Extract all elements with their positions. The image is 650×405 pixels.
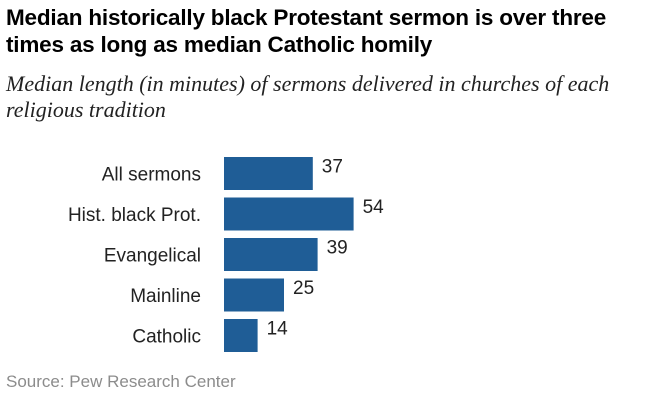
bar-mainline (224, 278, 284, 312)
bars-group (224, 157, 354, 352)
value-label-all-sermons: 37 (322, 157, 343, 178)
value-label-evangelical: 39 (327, 238, 348, 259)
value-label-mainline: 25 (293, 278, 314, 299)
bar-evangelical (224, 238, 318, 271)
chart-subtitle: Median length (in minutes) of sermons de… (6, 71, 610, 122)
value-label-hist-black-prot: 54 (363, 197, 385, 218)
category-label-catholic: Catholic (132, 327, 201, 348)
chart-title: Median historically black Protestant ser… (6, 5, 607, 57)
bar-all-sermons (224, 157, 313, 190)
bar-catholic (224, 319, 258, 352)
category-labels-group: All sermons Hist. black Prot. Evangelical M… (68, 165, 201, 348)
category-label-mainline: Mainline (130, 286, 201, 307)
category-label-hist-black-prot: Hist. black Prot. (68, 205, 201, 226)
category-label-evangelical: Evangelical (104, 246, 201, 267)
category-label-all-sermons: All sermons (102, 165, 201, 186)
value-label-catholic: 14 (267, 319, 289, 340)
bar-hist-black-prot (224, 197, 354, 231)
source-note: Source: Pew Research Center (6, 372, 236, 391)
